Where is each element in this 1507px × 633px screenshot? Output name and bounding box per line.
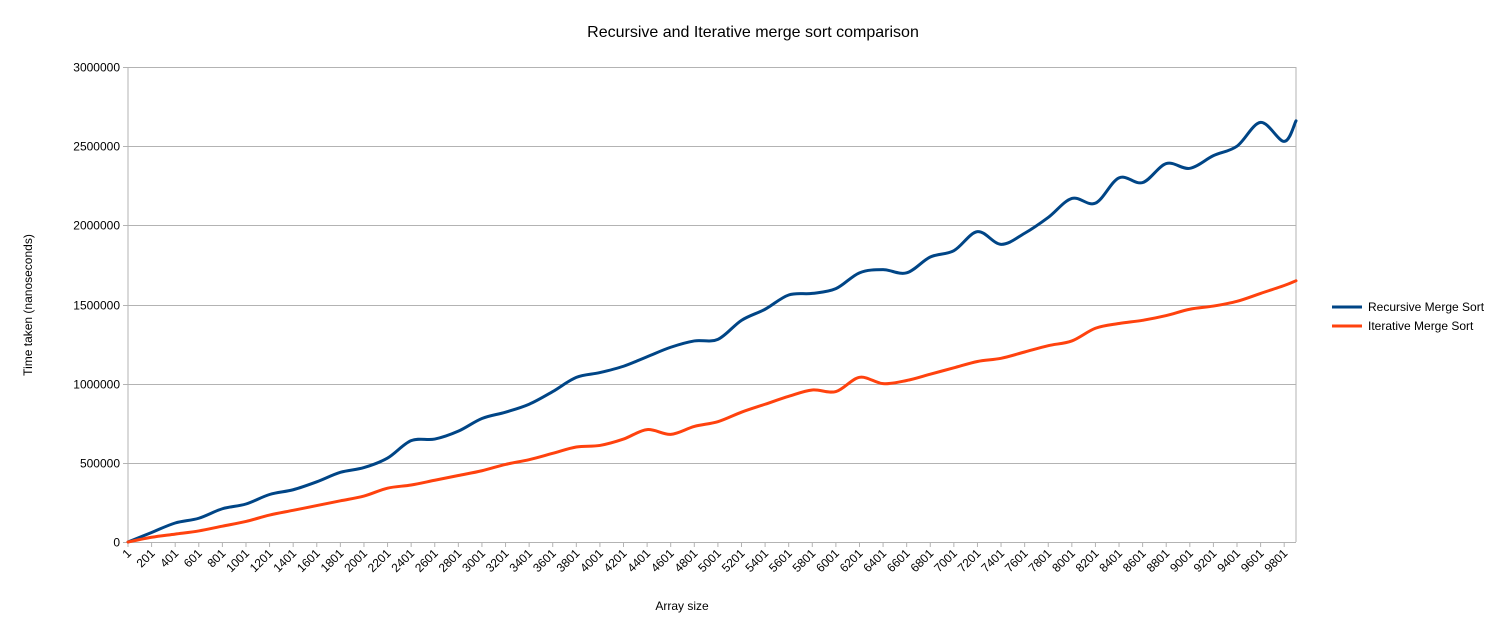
chart-title: Recursive and Iterative merge sort compa… [587,24,919,41]
legend-label-iterative-merge-sort: Iterative Merge Sort [1368,319,1474,333]
y-tick-label: 500000 [80,457,120,471]
x-tick-label: 2001 [341,546,370,575]
x-tick-label: 7601 [1002,546,1031,575]
x-tick-label: 7201 [955,546,984,575]
y-tick-label: 0 [113,536,120,550]
x-tick-label: 3001 [459,546,488,575]
x-tick-label: 7001 [931,546,960,575]
x-tick-label: 1001 [223,546,252,575]
x-tick-label: 2201 [365,546,394,575]
x-tick-label: 9401 [1214,546,1243,575]
x-tick-label: 1601 [294,546,323,575]
y-tick-label: 1500000 [73,299,120,313]
x-axis-ticks: 1 201 401 601 801100112011401160118012001220… [119,542,1291,575]
x-tick-label: 1201 [247,546,276,575]
x-tick-label: 2601 [412,546,441,575]
x-tick-label: 6801 [908,546,937,575]
y-tick-label: 1000000 [73,378,120,392]
x-tick-label: 1401 [271,546,300,575]
legend-label-recursive-merge-sort: Recursive Merge Sort [1368,300,1485,314]
x-tick-label: 6001 [813,546,842,575]
series-line-recursive-merge-sort [126,119,1298,544]
x-tick-label: 601 [181,546,205,570]
x-tick-label: 8201 [1073,546,1102,575]
x-tick-label: 6401 [860,546,889,575]
x-tick-label: 3801 [554,546,583,575]
x-tick-label: 4201 [601,546,630,575]
x-tick-label: 5401 [742,546,771,575]
x-tick-label: 8401 [1096,546,1125,575]
grid-lines [123,67,1297,543]
x-tick-label: 7801 [1026,546,1055,575]
x-tick-label: 4601 [648,546,677,575]
x-tick-label: 401 [157,546,181,570]
x-tick-label: 8601 [1120,546,1149,575]
x-tick-label: 3401 [506,546,535,575]
x-tick-label: 2401 [388,546,417,575]
x-tick-label: 6201 [837,546,866,575]
series-lines [126,119,1298,544]
y-axis-ticks: 0 500000 1000000 1500000 2000000 2500000 30000… [73,61,120,550]
x-tick-label: 3601 [530,546,559,575]
y-tick-label: 2500000 [73,140,120,154]
x-tick-label: 201 [134,546,158,570]
x-tick-label: 9601 [1238,546,1267,575]
y-tick-label: 2000000 [73,219,120,233]
x-tick-label: 4801 [672,546,701,575]
x-tick-label: 3201 [483,546,512,575]
y-axis-title: Time taken (nanoseconds) [21,234,35,376]
x-axis-title: Array size [655,599,709,613]
x-tick-label: 1801 [318,546,347,575]
y-tick-label: 3000000 [73,61,120,75]
x-tick-label: 5601 [766,546,795,575]
x-tick-label: 6601 [884,546,913,575]
x-tick-label: 9001 [1167,546,1196,575]
x-tick-label: 5001 [695,546,724,575]
x-tick-label: 5201 [719,546,748,575]
x-tick-label: 9801 [1262,546,1291,575]
x-tick-label: 9201 [1191,546,1220,575]
x-tick-label: 5801 [790,546,819,575]
x-tick-label: 1 [119,546,134,561]
x-tick-label: 2801 [436,546,465,575]
x-tick-label: 7401 [978,546,1007,575]
series-line-iterative-merge-sort [126,279,1298,544]
x-tick-label: 4001 [577,546,606,575]
x-tick-label: 8001 [1049,546,1078,575]
x-tick-label: 8801 [1144,546,1173,575]
legend: Recursive Merge Sort Iterative Merge Sort [1332,300,1485,333]
x-tick-label: 4401 [624,546,653,575]
